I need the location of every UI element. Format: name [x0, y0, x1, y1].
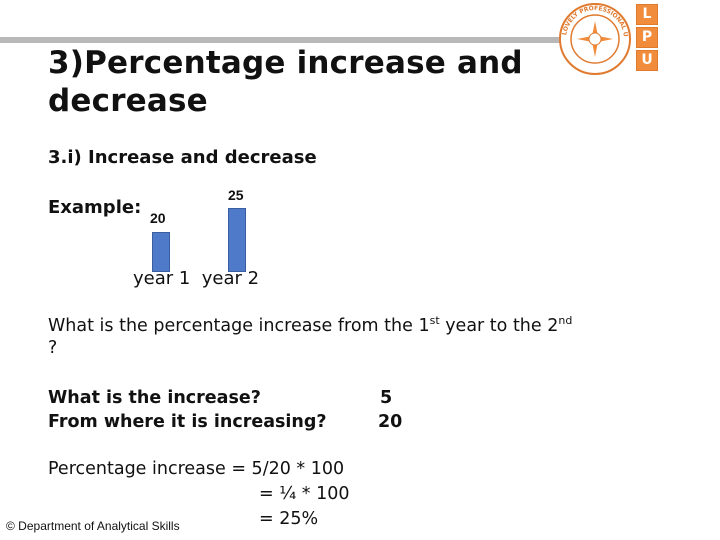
logo-letter-l: L	[636, 4, 658, 25]
from-question: From where it is increasing?	[48, 412, 327, 432]
percentage-question: What is the percentage increase from the…	[48, 315, 708, 359]
title-line-2: decrease	[48, 83, 208, 119]
bar-year1	[152, 232, 170, 272]
question-text-3: ?	[48, 338, 58, 358]
question-sup-2: nd	[558, 314, 573, 328]
question-text-2: year to the 2	[439, 316, 559, 336]
bar-year2	[228, 208, 246, 272]
question-text-1: What is the percentage increase from the…	[48, 316, 430, 336]
question-sup-1: st	[429, 314, 440, 328]
logo-letter-p: P	[636, 27, 658, 48]
bar-value-label-year2: 25	[228, 187, 244, 203]
calculation-line-1: Percentage increase = 5/20 * 100	[48, 459, 345, 479]
calculation-line-2: = ¼ * 100	[259, 484, 350, 504]
slide-title: 3)Percentage increase and decrease	[48, 44, 523, 120]
university-seal-logo: LOVELY PROFESSIONAL UNIVERSITY	[558, 2, 631, 75]
section-subtitle: 3.i) Increase and decrease	[48, 147, 317, 168]
calculation-line-3: = 25%	[259, 509, 319, 529]
bar-value-label-year1: 20	[150, 210, 166, 226]
header-rule	[0, 37, 560, 43]
increase-question: What is the increase?	[48, 388, 261, 408]
footer-copyright: © Department of Analytical Skills	[6, 519, 180, 533]
title-line-1: 3)Percentage increase and	[48, 45, 523, 81]
increase-value: 5	[380, 388, 393, 408]
logo-letter-u: U	[636, 50, 658, 71]
lpu-letters-logo: L P U	[636, 4, 658, 73]
from-value: 20	[378, 412, 403, 432]
year-axis-labels: year 1 year 2	[133, 268, 260, 289]
example-label: Example:	[48, 197, 142, 218]
